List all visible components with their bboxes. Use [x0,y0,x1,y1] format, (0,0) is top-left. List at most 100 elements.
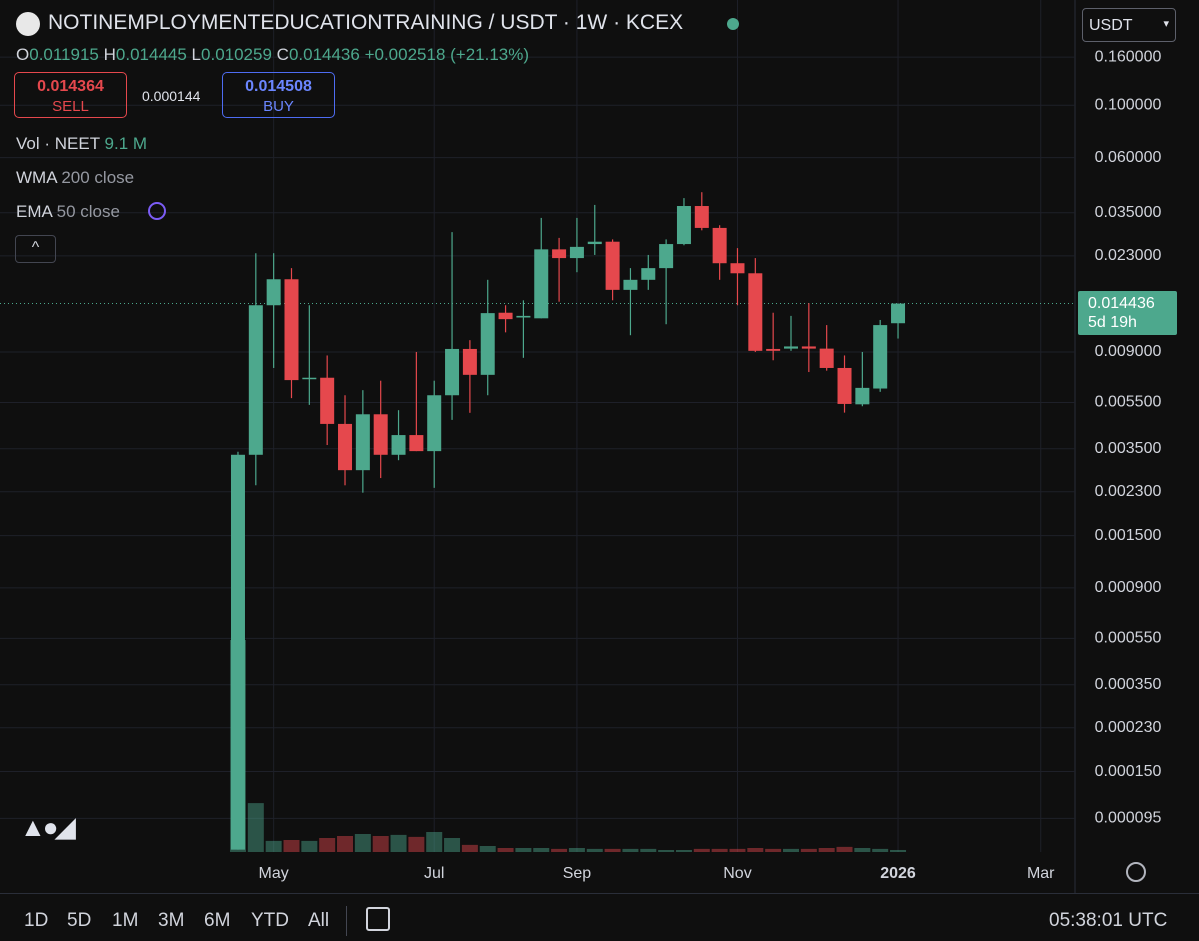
volume-bar [872,848,889,852]
range-button[interactable]: 3M [158,910,185,931]
range-button[interactable]: 6M [204,910,231,931]
candle-body [587,241,602,245]
indicator-name: WMA [16,168,57,187]
volume-bar [729,848,746,852]
candle-body [266,279,281,306]
indicator[interactable]: WMA 200 close [16,168,134,188]
clock: 05:38:01 UTC [1049,910,1168,931]
y-tick-label: 0.160000 [1095,48,1162,65]
x-tick-label: Sep [563,865,592,882]
range-button[interactable]: 5D [67,910,92,931]
volume-bar [640,848,657,852]
symbol-logo [16,12,40,36]
volume-bar [479,846,496,852]
volume-bar [461,844,478,852]
volume-bar [747,848,764,852]
candle-body [355,414,370,471]
candle-body [320,377,335,424]
volume-bar [265,840,282,852]
y-tick-label: 0.100000 [1095,96,1162,113]
candle-body [837,367,852,404]
range-button[interactable]: 1D [24,910,49,931]
ohlc-value: 0.014436 [288,45,360,64]
sell-button[interactable]: 0.014364 SELL [14,72,127,118]
currency: USDT [1089,17,1133,34]
y-tick-label: 0.002300 [1095,483,1162,500]
buy-button[interactable]: 0.014508 BUY [222,72,335,118]
volume-bar [283,840,300,852]
sell-price: 0.014364 [37,78,104,95]
range-button[interactable]: All [308,910,330,931]
candle-body [730,263,745,274]
toolbar-divider [0,893,1199,894]
candle-body [694,206,709,228]
candle-body [552,249,567,259]
y-tick-label: 0.000095 [1095,810,1162,827]
collapse-button[interactable]: ^ [15,235,56,263]
candle-body [534,249,549,319]
candle-body [427,395,442,452]
candle-body [284,279,299,381]
volume-bar [800,848,817,852]
volume-bar [354,834,371,852]
last-price: 0.014436 [1088,295,1155,312]
date-range-button[interactable] [366,907,390,931]
x-tick-label: 2026 [880,865,916,882]
status-dot [727,18,739,30]
volume-bar [604,848,621,852]
ohlc-row: O0.011915 H0.014445 L0.010259 C0.014436 … [16,45,529,65]
settings-button[interactable] [1126,862,1146,882]
ohlc-value: 0.014445 [115,45,187,64]
volume-bar [782,848,799,852]
volume-bar [568,848,585,852]
y-tick-label: 0.035000 [1095,204,1162,221]
volume-bar [711,848,728,852]
volume-bar [622,848,639,852]
y-tick-label: 0.000900 [1095,579,1162,596]
ohlc-label: O [16,45,30,64]
buy-label: BUY [263,98,294,115]
volume-bar [390,834,407,852]
ohlc-label: L [191,45,202,64]
volume-bar [515,848,532,852]
volume-bar [551,848,568,852]
candle-body [659,244,674,269]
y-tick-label: 0.000350 [1095,676,1162,693]
volume-bar [818,848,835,852]
volume-bar [247,803,264,852]
indicator-value: 9.1 M [104,134,148,153]
volume-bar [890,849,907,852]
countdown: 5d 19h [1088,314,1137,331]
sell-label: SELL [52,98,89,115]
currency-select[interactable]: USDT ▾ [1082,8,1176,42]
price-label: 0.014436 5d 19h [1078,291,1177,335]
indicator[interactable]: EMA 50 close [16,202,120,222]
y-tick-label: 0.001500 [1095,527,1162,544]
ohlc-value: 0.011915 [29,45,99,64]
volume-bar [854,848,871,852]
volume-bar [533,848,550,852]
chart-title: NOTINEMPLOYMENTEDUCATIONTRAINING / USDT … [48,11,684,34]
range-button[interactable]: 1M [112,910,139,931]
buy-price: 0.014508 [245,78,312,95]
candle-body [783,346,798,349]
y-tick-label: 0.005500 [1095,394,1162,411]
volume-bar [426,832,443,852]
volume-bar [765,848,782,852]
volume-bar [319,838,336,852]
volume-bar [372,836,389,852]
ohlc-value: 0.010259 [201,45,272,64]
y-tick-label: 0.060000 [1095,149,1162,166]
candle-body [338,423,353,471]
indicator[interactable]: Vol · NEET 9.1 M [16,134,147,154]
volume-bar [301,840,318,852]
y-tick-label: 0.009000 [1095,343,1162,360]
loading-icon [148,202,166,220]
range-button[interactable]: YTD [251,910,289,931]
candle-body [409,435,424,452]
indicator-name: EMA [16,202,52,221]
candle-body [248,305,263,455]
